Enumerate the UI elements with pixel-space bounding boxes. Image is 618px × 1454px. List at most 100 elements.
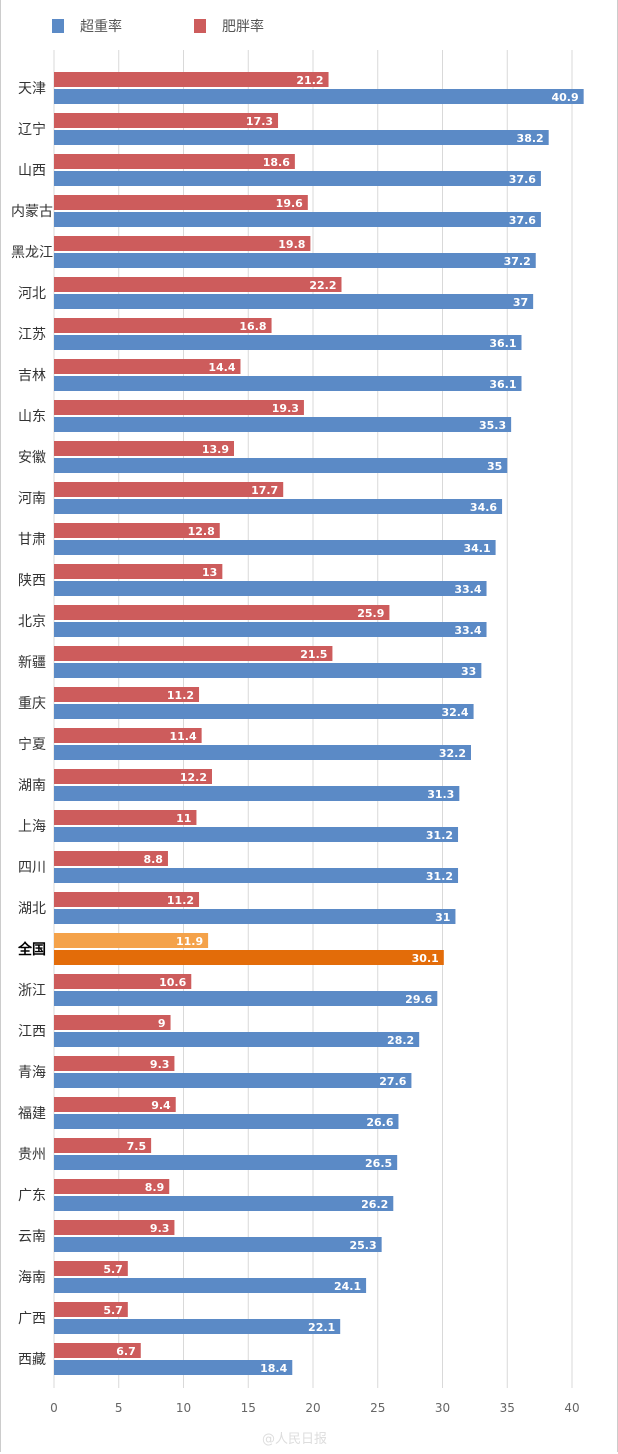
data-label: 7.5 xyxy=(127,1140,147,1153)
overweight-bar xyxy=(54,1237,382,1252)
data-label: 11.2 xyxy=(167,689,194,702)
x-tick-label: 30 xyxy=(435,1401,450,1415)
data-label: 25.9 xyxy=(357,607,384,620)
obesity-bar xyxy=(54,1138,152,1153)
data-label: 9.3 xyxy=(150,1222,170,1235)
overweight-bar xyxy=(54,89,584,104)
overweight-bar xyxy=(54,1360,293,1375)
data-label: 10.6 xyxy=(159,976,186,989)
obesity-bar xyxy=(54,277,342,292)
obesity-bar xyxy=(54,687,200,702)
obesity-bar xyxy=(54,1261,128,1276)
legend-swatch xyxy=(194,19,206,33)
overweight-bar xyxy=(54,704,474,719)
data-label: 33.4 xyxy=(454,624,481,637)
data-label: 19.6 xyxy=(276,197,303,210)
category-label: 内蒙古 xyxy=(11,204,53,220)
x-tick-label: 5 xyxy=(115,1401,123,1415)
data-label: 30.1 xyxy=(412,952,439,965)
overweight-bar xyxy=(54,991,438,1006)
legend-label: 超重率 xyxy=(80,19,122,35)
data-label: 24.1 xyxy=(334,1280,361,1293)
overweight-bar xyxy=(54,950,444,965)
data-label: 40.9 xyxy=(552,91,579,104)
data-label: 25.3 xyxy=(349,1239,376,1252)
data-label: 11.4 xyxy=(169,730,196,743)
overweight-bar xyxy=(54,1278,367,1293)
overweight-bar xyxy=(54,1155,398,1170)
category-label: 全国 xyxy=(17,941,46,958)
data-label: 11 xyxy=(176,812,191,825)
overweight-bar xyxy=(54,786,460,801)
category-label: 河南 xyxy=(18,491,46,507)
overweight-bar xyxy=(54,909,456,924)
category-label: 西藏 xyxy=(18,1352,46,1368)
category-label: 山东 xyxy=(18,409,46,425)
obesity-bar xyxy=(54,1015,171,1030)
data-label: 26.5 xyxy=(365,1157,392,1170)
legend-item-obesity: 肥胖率 xyxy=(194,16,264,36)
obesity-bar xyxy=(54,72,329,87)
data-label: 32.4 xyxy=(441,706,468,719)
category-label: 贵州 xyxy=(18,1147,46,1163)
overweight-bar xyxy=(54,663,482,678)
obesity-bar xyxy=(54,113,279,128)
obesity-bar xyxy=(54,892,200,907)
obesity-bar xyxy=(54,1097,176,1112)
category-label: 宁夏 xyxy=(18,736,46,753)
data-label: 32.2 xyxy=(439,747,466,760)
obesity-bar xyxy=(54,933,209,948)
category-label: 云南 xyxy=(18,1229,46,1245)
data-label: 8.8 xyxy=(143,853,163,866)
overweight-bar xyxy=(54,335,522,350)
category-label: 辽宁 xyxy=(18,121,46,138)
overweight-bar xyxy=(54,1032,420,1047)
data-label: 5.7 xyxy=(103,1263,123,1276)
obesity-bar xyxy=(54,646,333,661)
category-label: 北京 xyxy=(18,614,46,630)
legend-swatch xyxy=(52,19,64,33)
x-tick-label: 15 xyxy=(241,1401,256,1415)
data-label: 29.6 xyxy=(405,993,432,1006)
data-label: 36.1 xyxy=(489,337,516,350)
data-label: 36.1 xyxy=(489,378,516,391)
data-label: 19.8 xyxy=(278,238,305,251)
category-label: 甘肃 xyxy=(18,532,46,548)
overweight-bar xyxy=(54,622,487,637)
category-label: 福建 xyxy=(18,1106,46,1122)
watermark: @人民日报 xyxy=(262,1432,328,1447)
data-label: 9 xyxy=(158,1017,166,1030)
overweight-bar xyxy=(54,212,541,227)
data-label: 31.2 xyxy=(426,829,453,842)
data-label: 18.6 xyxy=(263,156,290,169)
data-label: 34.6 xyxy=(470,501,497,514)
overweight-bar xyxy=(54,253,536,268)
category-label: 江西 xyxy=(18,1024,46,1040)
category-label: 重庆 xyxy=(18,696,46,712)
data-label: 35.3 xyxy=(479,419,506,432)
data-label: 22.2 xyxy=(309,279,336,292)
overweight-bar xyxy=(54,458,508,473)
data-label: 8.9 xyxy=(145,1181,165,1194)
overweight-bar xyxy=(54,1114,399,1129)
data-label: 26.2 xyxy=(361,1198,388,1211)
category-label: 青海 xyxy=(18,1065,46,1081)
overweight-bar xyxy=(54,581,487,596)
x-tick-label: 20 xyxy=(305,1401,320,1415)
x-tick-label: 40 xyxy=(564,1401,579,1415)
legend-label: 肥胖率 xyxy=(222,19,264,35)
obesity-bar xyxy=(54,400,304,415)
category-label: 上海 xyxy=(18,819,46,835)
data-label: 18.4 xyxy=(260,1362,287,1375)
data-label: 37.6 xyxy=(509,173,536,186)
data-label: 13 xyxy=(202,566,217,579)
data-label: 17.7 xyxy=(251,484,278,497)
obesity-bar xyxy=(54,564,223,579)
overweight-bar xyxy=(54,294,534,309)
x-tick-label: 0 xyxy=(50,1401,58,1415)
data-label: 37.2 xyxy=(504,255,531,268)
obesity-bar xyxy=(54,974,192,989)
data-label: 35 xyxy=(487,460,502,473)
overweight-bar xyxy=(54,1319,341,1334)
category-label: 海南 xyxy=(18,1270,46,1286)
